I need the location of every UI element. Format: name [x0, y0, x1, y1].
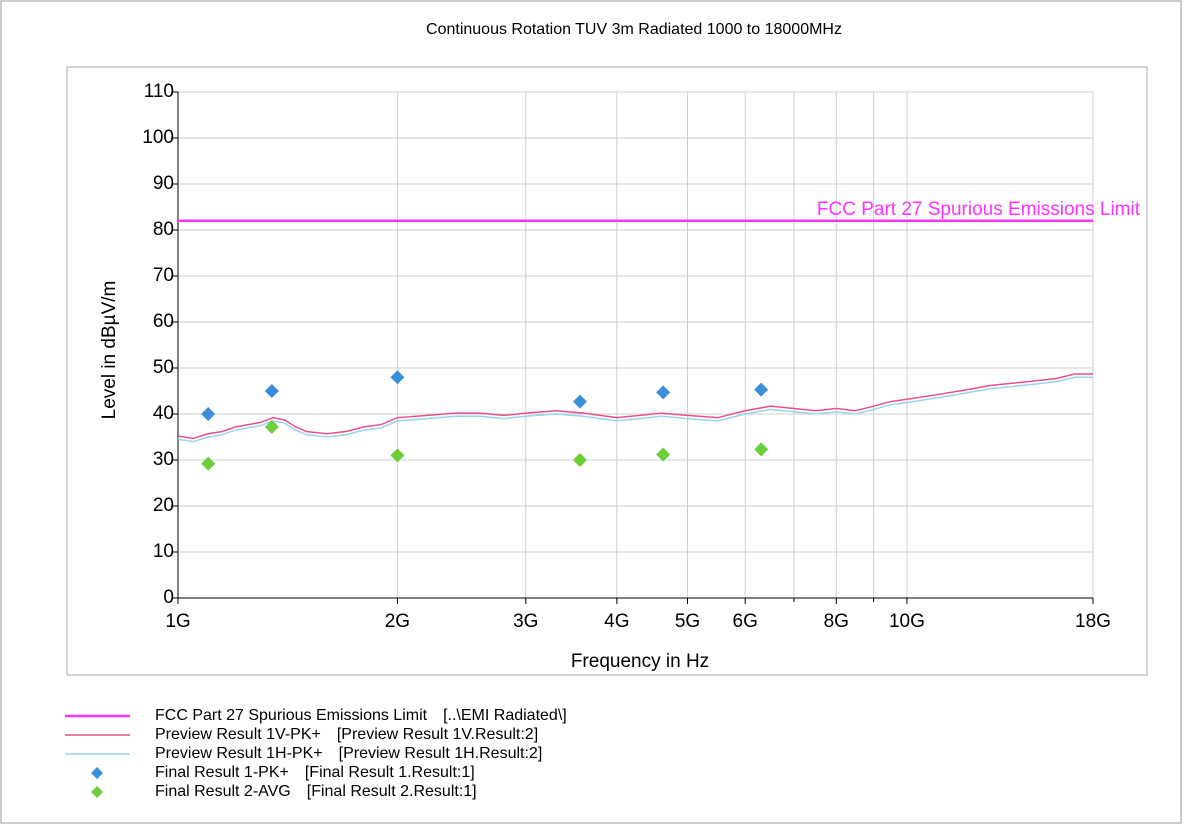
marker [201, 456, 216, 471]
legend-name: Final Result 1-PK+ [155, 764, 289, 781]
y-tick-label: 70 [153, 265, 174, 286]
legend-name: Preview Result 1V-PK+ [155, 726, 321, 743]
legend-name: FCC Part 27 Spurious Emissions Limit [155, 707, 428, 724]
x-axis-label: Frequency in Hz [571, 651, 709, 672]
x-tick-label: 18G [1075, 611, 1111, 632]
y-tick-label: 30 [153, 449, 174, 470]
y-axis-label: Level in dBµV/m [99, 281, 120, 420]
y-tick-label: 90 [153, 173, 174, 194]
y-tick-label: 60 [153, 311, 174, 332]
legend-source: [Final Result 2.Result:1] [307, 783, 477, 800]
x-tick-label: 10G [889, 611, 925, 632]
marker [264, 419, 279, 434]
y-tick-label: 40 [153, 403, 174, 424]
y-tick-label: 20 [153, 495, 174, 516]
y-tick-label: 50 [153, 357, 174, 378]
legend-source: [Preview Result 1V.Result:2] [337, 726, 538, 743]
marker [390, 370, 405, 385]
y-tick-label: 10 [153, 541, 174, 562]
marker [264, 384, 279, 398]
marker [754, 442, 769, 457]
marker [656, 447, 671, 462]
x-tick-label: 6G [733, 611, 758, 632]
y-tick-label: 0 [163, 587, 174, 608]
marker [201, 407, 216, 421]
legend-marker [91, 767, 103, 779]
marker [754, 382, 769, 397]
x-tick-label: 2G [385, 611, 410, 632]
legend-source: [Final Result 1.Result:1] [305, 764, 475, 781]
legend-marker [91, 786, 103, 798]
x-tick-label: 4G [604, 611, 629, 632]
legend-name: Preview Result 1H-PK+ [155, 745, 323, 762]
marker [572, 394, 587, 409]
legend-source: [..\EMI Radiated\] [443, 707, 567, 724]
marker [390, 448, 405, 463]
series-line [177, 376, 1093, 443]
y-tick-label: 110 [144, 81, 174, 102]
legend-name: Final Result 2-AVG [155, 783, 291, 800]
y-tick-label: 100 [142, 127, 174, 148]
y-tick-label: 80 [153, 219, 174, 240]
marker [572, 453, 587, 467]
series-line [177, 373, 1093, 440]
x-tick-label: 3G [513, 611, 538, 632]
x-tick-label: 8G [824, 611, 849, 632]
chart-title: Continuous Rotation TUV 3m Radiated 1000… [426, 21, 842, 38]
line-label: FCC Part 27 Spurious Emissions Limit [817, 199, 1141, 220]
x-tick-label: 1G [165, 611, 190, 632]
marker [656, 385, 671, 400]
plot-frame [66, 66, 1148, 676]
legend-source: [Preview Result 1H.Result:2] [339, 745, 543, 762]
x-tick-label: 5G [675, 611, 700, 632]
